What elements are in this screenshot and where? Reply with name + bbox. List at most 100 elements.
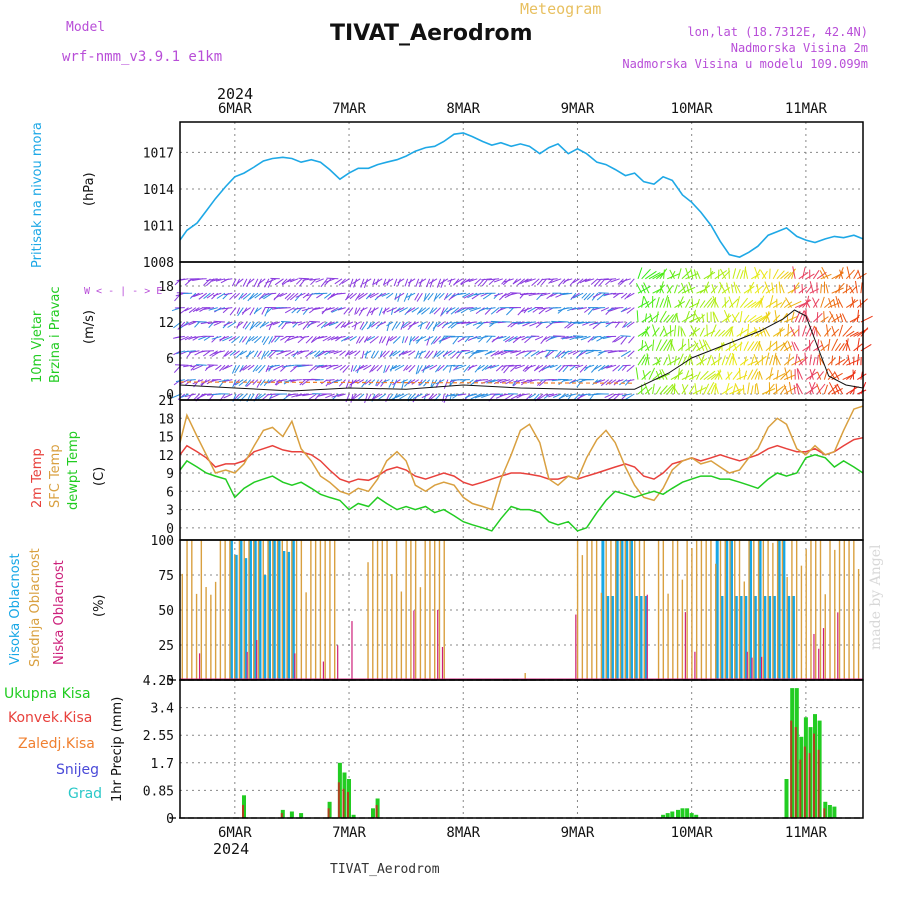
wind-barb bbox=[567, 350, 577, 355]
wind-barb bbox=[451, 321, 463, 324]
wind-barb bbox=[644, 313, 647, 323]
wind-barb bbox=[798, 299, 812, 309]
wind-barb bbox=[503, 364, 511, 374]
wind-barb bbox=[259, 321, 266, 329]
wind-barb bbox=[731, 313, 738, 323]
date-tick-top: 9MAR bbox=[561, 101, 595, 117]
wind-barb bbox=[231, 365, 237, 374]
wind-barb bbox=[688, 385, 695, 395]
wind-barb bbox=[573, 335, 584, 337]
wind-unit: (m/s) bbox=[82, 310, 97, 344]
wind-barb bbox=[849, 285, 858, 294]
wind-barb bbox=[681, 384, 689, 395]
y-tick-label: 1011 bbox=[143, 219, 174, 234]
wind-barb bbox=[242, 321, 248, 329]
wind-barb bbox=[495, 364, 504, 372]
wind-barb bbox=[620, 278, 631, 283]
wind-barb bbox=[363, 335, 372, 343]
wind-barb bbox=[298, 277, 310, 280]
wind-barb bbox=[213, 350, 226, 354]
wind-barb bbox=[663, 314, 670, 323]
lonlat-text: lon,lat (18.7312E, 42.4N) bbox=[687, 25, 868, 39]
wind-barb bbox=[743, 330, 756, 337]
wind-barb bbox=[558, 320, 569, 323]
wind-barb bbox=[315, 350, 325, 358]
wind-barb bbox=[648, 272, 661, 280]
wind-barb bbox=[833, 298, 836, 308]
wind-barb bbox=[694, 383, 697, 395]
wind-barb bbox=[721, 386, 733, 395]
wind-barb bbox=[305, 336, 314, 344]
wind-barb bbox=[203, 350, 211, 357]
wind-barb bbox=[784, 367, 789, 380]
wind-barb bbox=[699, 300, 706, 308]
wind-barb bbox=[764, 328, 771, 337]
wind-barb bbox=[553, 335, 565, 337]
wind-barb bbox=[739, 297, 748, 308]
wind-barb bbox=[329, 364, 339, 367]
wind-barb bbox=[724, 297, 727, 308]
wind-barb bbox=[681, 269, 692, 280]
wind-barb bbox=[641, 296, 645, 308]
wind-barb bbox=[366, 307, 372, 317]
wind-barb bbox=[265, 292, 277, 295]
wind-barb bbox=[717, 353, 721, 366]
wind-barb bbox=[307, 321, 317, 326]
wind-barb bbox=[585, 321, 595, 324]
wind-barb bbox=[637, 354, 646, 366]
wind-barb bbox=[233, 393, 240, 401]
wind-barb bbox=[583, 364, 591, 372]
wind-barb bbox=[637, 330, 647, 337]
wind-barb bbox=[685, 344, 696, 352]
wind-barb bbox=[702, 339, 708, 351]
wind-barb bbox=[407, 321, 416, 331]
wind-barb bbox=[615, 379, 624, 383]
wind-barb bbox=[450, 307, 460, 315]
wind-barb bbox=[563, 307, 573, 310]
wind-barb bbox=[816, 383, 822, 395]
wind-barb bbox=[392, 379, 401, 386]
wind-barb bbox=[494, 350, 504, 356]
wind-barb bbox=[404, 307, 412, 316]
wind-barb bbox=[474, 364, 482, 373]
wind-barb bbox=[291, 321, 302, 324]
wind-barb bbox=[573, 393, 580, 400]
wind-barb bbox=[652, 324, 657, 337]
wind-barb bbox=[778, 281, 781, 294]
wind-barb bbox=[490, 307, 500, 315]
wind-barb bbox=[772, 372, 786, 381]
wind-barb bbox=[831, 272, 844, 280]
pressure-line bbox=[179, 132, 864, 258]
wind-barb bbox=[505, 379, 514, 385]
wind-barb bbox=[772, 269, 779, 280]
wind-barb bbox=[776, 270, 785, 280]
wind-barb bbox=[331, 393, 343, 398]
wind-barb bbox=[549, 364, 558, 369]
wind-barb bbox=[414, 292, 420, 301]
wind-barb bbox=[856, 338, 860, 351]
wind-barb bbox=[701, 313, 705, 323]
wind-barb bbox=[542, 335, 551, 341]
wind-barb bbox=[596, 292, 606, 301]
wind-barb bbox=[820, 284, 822, 294]
wind-barb bbox=[453, 278, 463, 286]
wind-barb bbox=[809, 368, 816, 380]
wind-barb bbox=[453, 364, 463, 367]
wind-barb bbox=[528, 393, 536, 399]
wind-barb bbox=[339, 350, 346, 356]
wind-barb bbox=[740, 358, 749, 366]
wind-barb bbox=[321, 364, 332, 369]
wind-barb bbox=[231, 278, 237, 287]
wind-barb bbox=[688, 338, 690, 351]
wind-barb bbox=[681, 282, 686, 294]
wind-barb bbox=[301, 307, 313, 312]
wind-barb bbox=[273, 292, 284, 300]
wind-barb bbox=[403, 293, 409, 302]
wind-barb bbox=[265, 278, 277, 284]
wind-barb bbox=[736, 269, 741, 279]
wind-barb bbox=[805, 299, 811, 308]
wind-barb bbox=[548, 278, 558, 281]
wind-barb bbox=[728, 267, 730, 279]
wind-barb bbox=[392, 350, 401, 357]
